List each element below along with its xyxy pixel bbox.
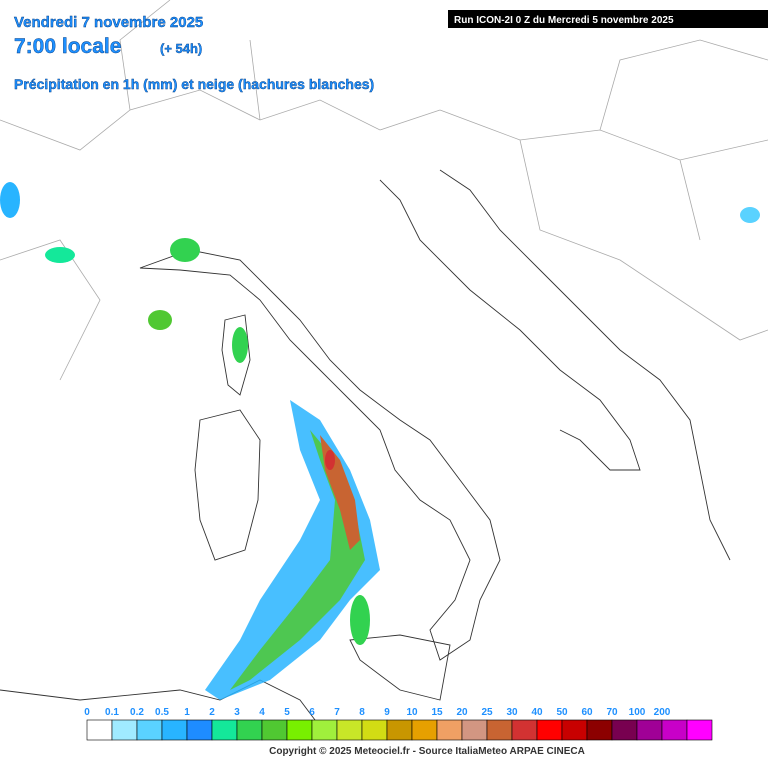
italy-coastline xyxy=(139,179,641,661)
run-label: Run ICON-2I 0 Z du Mercredi 5 novembre 2… xyxy=(454,15,674,26)
legend-swatch xyxy=(536,719,563,741)
legend-swatch xyxy=(211,719,238,741)
legend-label: 0.5 xyxy=(155,707,169,718)
legend-swatch xyxy=(386,719,413,741)
copyright: Copyright © 2025 Meteociel.fr - Source I… xyxy=(269,746,585,757)
sardinia-coast xyxy=(194,409,261,561)
legend-swatch xyxy=(136,719,163,741)
precip-cell xyxy=(350,595,370,645)
legend-label: 60 xyxy=(581,707,593,718)
map-background xyxy=(0,0,768,741)
legend-label: 1 xyxy=(184,707,190,718)
legend-swatch xyxy=(586,719,613,741)
legend-label: 0.1 xyxy=(105,707,119,718)
precip-cell xyxy=(170,238,200,262)
precipitation xyxy=(0,182,760,700)
legend-label: 70 xyxy=(606,707,618,718)
sicily-coast xyxy=(349,634,451,701)
legend-label: 40 xyxy=(531,707,543,718)
legend-swatch xyxy=(311,719,338,741)
legend-label: 2 xyxy=(209,707,215,718)
legend-label: 20 xyxy=(456,707,468,718)
legend-swatch xyxy=(686,719,713,741)
precip-cell xyxy=(148,310,172,330)
corsica-coast xyxy=(221,314,251,396)
legend-swatch xyxy=(436,719,463,741)
legend-swatch xyxy=(661,719,688,741)
legend-swatch xyxy=(286,719,313,741)
legend-label: 6 xyxy=(309,707,315,718)
legend-label: 3 xyxy=(234,707,240,718)
legend-swatch xyxy=(336,719,363,741)
legend-swatch xyxy=(111,719,138,741)
precip-cell xyxy=(0,182,20,218)
legend-swatch xyxy=(561,719,588,741)
run-box xyxy=(448,10,768,28)
legend-swatch xyxy=(86,719,113,741)
legend-label: 30 xyxy=(506,707,518,718)
precip-cell xyxy=(325,450,335,470)
legend-swatch xyxy=(611,719,638,741)
date-title: Vendredi 7 novembre 2025 xyxy=(14,14,203,31)
legend-swatch xyxy=(161,719,188,741)
legend-label: 10 xyxy=(406,707,418,718)
precip-core xyxy=(230,430,365,690)
legend-label: 50 xyxy=(556,707,568,718)
precip-cell xyxy=(45,247,75,263)
legend-swatch xyxy=(261,719,288,741)
lead-time: (+ 54h) xyxy=(160,41,202,56)
country-borders xyxy=(0,0,768,381)
precip-cell xyxy=(740,207,760,223)
legend-swatch xyxy=(636,719,663,741)
legend-swatch xyxy=(236,719,263,741)
legend-label: 0 xyxy=(84,707,90,718)
legend-swatch xyxy=(186,719,213,741)
legend-label: 25 xyxy=(481,707,493,718)
balkan-coast xyxy=(439,169,731,561)
time-title: 7:00 locale xyxy=(14,35,121,58)
legend-label: 9 xyxy=(384,707,390,718)
legend-label: 4 xyxy=(259,707,265,718)
precip-cell xyxy=(232,327,248,363)
legend-swatch xyxy=(361,719,388,741)
legend-swatch xyxy=(486,719,513,741)
legend-label: 100 xyxy=(629,707,646,718)
legend-label: 200 xyxy=(654,707,671,718)
legend-label: 5 xyxy=(284,707,290,718)
legend-label: 8 xyxy=(359,707,365,718)
legend: 0 0.1 0.2 0.5 1 2 3 4 5 6 7 8 9 10 15 20 25 30 40 50 60 70 100… xyxy=(84,707,713,741)
legend-swatch xyxy=(411,719,438,741)
legend-label: 7 xyxy=(334,707,340,718)
legend-swatch xyxy=(461,719,488,741)
legend-swatch xyxy=(511,719,538,741)
field-title: Précipitation en 1h (mm) et neige (hachu… xyxy=(14,76,374,92)
legend-label: 15 xyxy=(431,707,443,718)
legend-label: 0.2 xyxy=(130,707,144,718)
